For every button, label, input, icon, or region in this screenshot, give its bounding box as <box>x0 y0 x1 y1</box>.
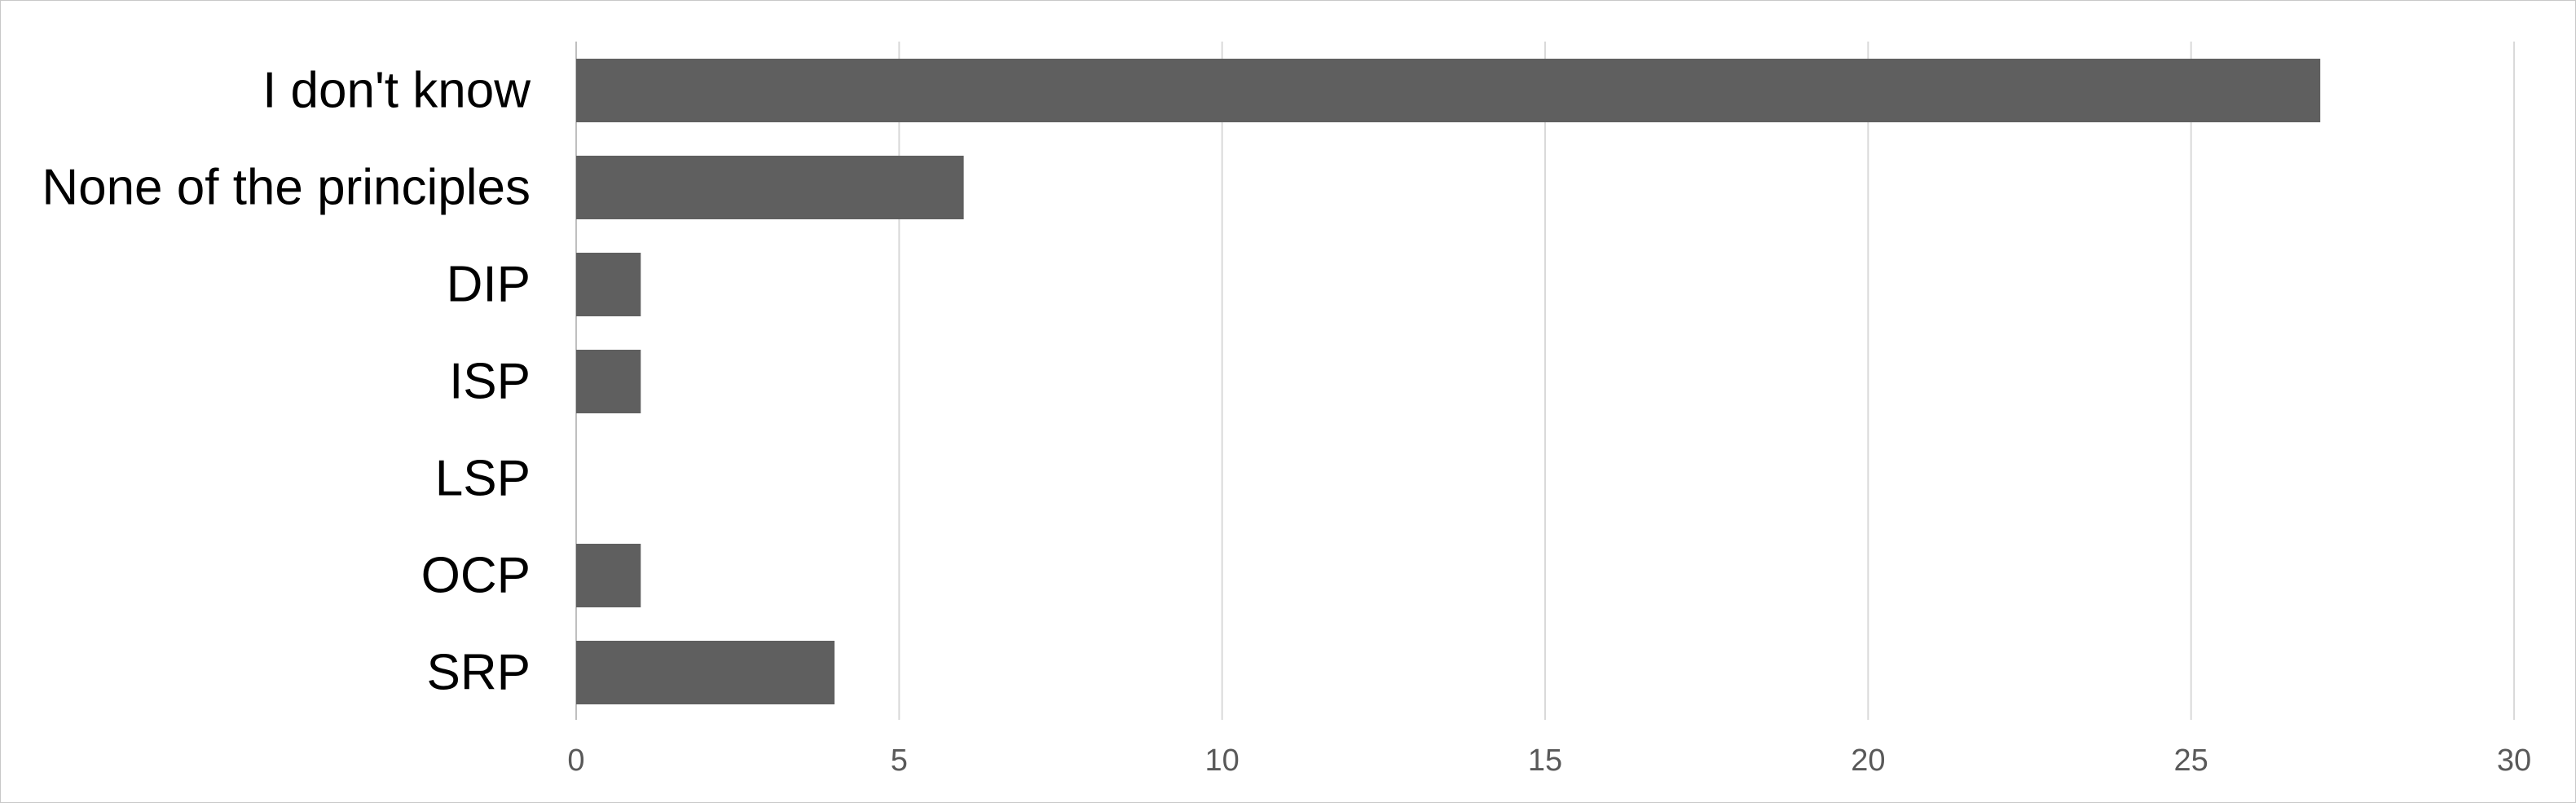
x-tick-label: 10 <box>1205 743 1240 778</box>
x-tick-label: 30 <box>2497 743 2531 778</box>
bar <box>576 59 2321 122</box>
category-labels: I don't know None of the principles DIP ISP… <box>42 63 531 701</box>
x-tick-label: 0 <box>567 743 584 778</box>
category-label: LSP <box>435 451 531 507</box>
category-label: ISP <box>449 354 531 410</box>
x-axis-tick-labels: 0 5 10 15 20 25 30 <box>567 743 2531 778</box>
x-tick-label: 5 <box>891 743 908 778</box>
x-tick-label: 15 <box>1528 743 1562 778</box>
category-label: I don't know <box>262 63 531 119</box>
category-label: SRP <box>427 645 531 701</box>
bar <box>576 544 641 607</box>
bar <box>576 253 641 316</box>
bar <box>576 641 835 704</box>
x-tick-label: 25 <box>2174 743 2208 778</box>
bar <box>576 350 641 413</box>
bars <box>576 59 2321 704</box>
bar <box>576 156 964 219</box>
gridlines <box>575 42 2515 720</box>
category-label: OCP <box>421 548 531 604</box>
category-label: None of the principles <box>42 160 531 216</box>
category-label: DIP <box>447 257 531 313</box>
x-tick-label: 20 <box>1851 743 1885 778</box>
